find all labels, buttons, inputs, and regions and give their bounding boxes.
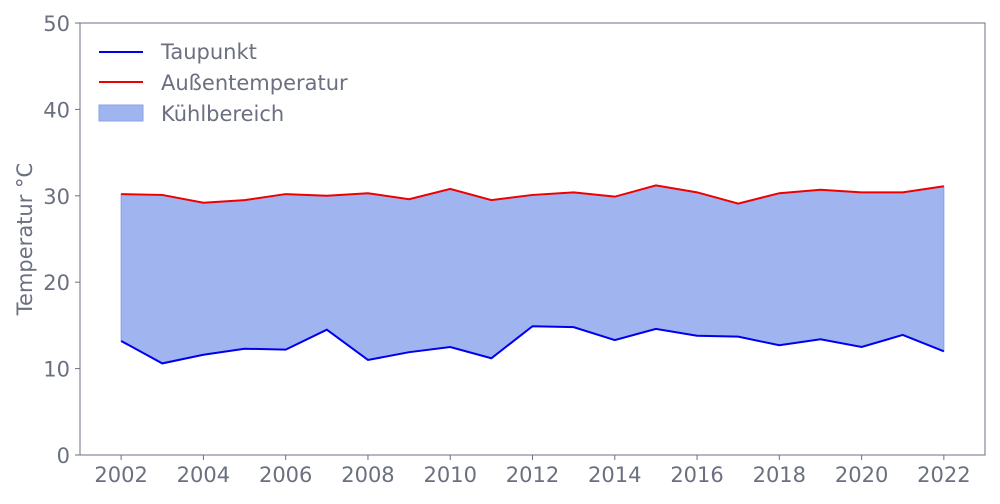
cooling-range-area [120,184,945,364]
y-tick-label: 0 [57,444,70,468]
legend-label-taupunkt: Taupunkt [160,40,257,64]
x-tick-label: 2014 [588,463,641,487]
x-tick-label: 2018 [753,463,806,487]
series-line-taupunkt [120,325,945,365]
y-tick-label: 40 [43,98,70,122]
legend-label-aussentemperatur: Außentemperatur [161,71,348,95]
x-tick-label: 2002 [94,463,147,487]
x-tick-label: 2010 [424,463,477,487]
y-tick-label: 50 [43,12,70,36]
x-tick-label: 2008 [341,463,394,487]
legend-swatch-kuehlbereich [98,104,144,122]
y-tick-label: 30 [43,185,70,209]
y-axis-label: Temperatur °C [13,163,37,316]
x-tick-label: 2016 [670,463,723,487]
series-line-aussentemperatur [121,184,945,205]
x-tick-label: 2022 [917,463,970,487]
legend: Taupunkt Außentemperatur Kühlbereich [98,40,348,126]
y-tick-label: 20 [43,271,70,295]
x-tick-label: 2020 [835,463,888,487]
x-tick-label: 2012 [506,463,559,487]
x-tick-label: 2004 [177,463,230,487]
x-tick-label: 2006 [259,463,312,487]
legend-label-kuehlbereich: Kühlbereich [161,102,284,126]
y-tick-label: 10 [43,358,70,382]
